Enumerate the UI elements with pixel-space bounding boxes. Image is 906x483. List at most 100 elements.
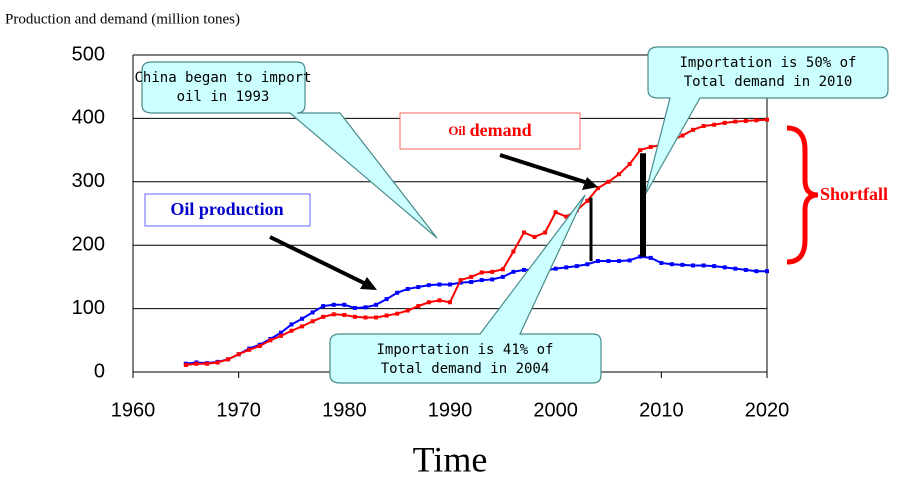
- data-point: [289, 322, 294, 327]
- data-point: [204, 361, 209, 366]
- data-point: [712, 122, 717, 127]
- chart-title: Production and demand (million tones): [5, 11, 240, 27]
- data-point: [448, 300, 452, 305]
- data-point: [585, 262, 590, 267]
- data-point: [426, 300, 431, 305]
- callout-bubble: [329, 194, 602, 384]
- data-point: [585, 198, 590, 203]
- data-point: [278, 333, 283, 338]
- data-point: [543, 230, 548, 235]
- data-point: [352, 305, 357, 310]
- data-point: [331, 312, 336, 317]
- data-point: [183, 363, 188, 368]
- data-point: [395, 290, 400, 295]
- callout-bubble: [141, 61, 438, 239]
- callout-text: Importation is 41% of: [376, 342, 553, 358]
- data-point: [437, 282, 442, 287]
- legend-label: Oil demand: [448, 120, 531, 140]
- data-point: [754, 118, 759, 123]
- data-point: [511, 249, 516, 254]
- data-point: [627, 162, 632, 167]
- data-point: [300, 324, 305, 329]
- data-point: [606, 259, 611, 264]
- x-axis-label: Time: [413, 439, 488, 479]
- data-point: [691, 127, 696, 132]
- data-point: [722, 120, 727, 125]
- data-point: [680, 262, 685, 267]
- plot-area: 0 100 200 300 400 500 1960 1970 1980 1990 2000 2010…: [72, 43, 790, 421]
- data-point: [490, 277, 495, 282]
- data-point: [352, 314, 357, 319]
- data-point: [648, 144, 653, 149]
- data-point: [416, 304, 421, 309]
- data-point: [331, 302, 336, 307]
- data-point: [395, 311, 400, 316]
- callout-text: oil in 1993: [177, 89, 270, 105]
- data-point: [490, 269, 495, 274]
- data-point: [310, 310, 315, 315]
- data-point: [469, 274, 474, 279]
- data-point: [215, 360, 220, 365]
- callout-text: Total demand in 2010: [684, 74, 853, 90]
- data-point: [669, 262, 674, 267]
- series-line: [185, 118, 768, 367]
- data-point: [363, 305, 368, 310]
- data-point: [733, 119, 738, 124]
- data-point: [521, 267, 526, 272]
- data-point: [595, 259, 600, 264]
- data-point: [627, 258, 632, 263]
- x-tick-label: 2010: [639, 399, 684, 421]
- data-point: [247, 347, 252, 352]
- data-point: [342, 302, 347, 307]
- data-point: [321, 304, 326, 309]
- data-point: [617, 259, 622, 264]
- callout-text: China began to import: [134, 70, 311, 86]
- x-tick-label: 1990: [428, 399, 473, 421]
- data-point: [374, 302, 379, 307]
- data-point: [479, 270, 484, 275]
- data-point: [310, 319, 315, 324]
- data-point: [458, 280, 463, 285]
- annotation-text: Shortfall: [820, 184, 888, 204]
- data-point: [606, 179, 611, 184]
- data-point: [638, 148, 643, 153]
- data-point: [521, 230, 526, 235]
- arrow: [499, 153, 589, 185]
- data-point: [564, 265, 569, 270]
- shortfall-brace: [786, 125, 819, 265]
- legend-label: Oil production: [170, 199, 283, 219]
- data-point: [437, 298, 442, 303]
- x-tick-label: 2000: [533, 399, 578, 421]
- y-tick-label: 0: [94, 360, 105, 382]
- data-point: [448, 282, 452, 287]
- data-point: [701, 124, 706, 129]
- legend-box: [399, 112, 581, 150]
- data-point: [564, 214, 569, 219]
- y-tick-label: 500: [72, 43, 105, 65]
- data-point: [405, 308, 410, 313]
- data-point: [532, 234, 537, 239]
- data-point: [691, 263, 696, 268]
- data-point: [226, 357, 231, 362]
- data-point: [236, 352, 241, 357]
- data-point: [321, 314, 326, 319]
- annotations: China began to import oil in 1993 Import…: [134, 46, 889, 384]
- callout-bubble: [644, 46, 889, 196]
- data-point: [278, 330, 283, 335]
- data-point: [617, 172, 622, 177]
- legend-label-part: demand: [470, 120, 532, 140]
- arrowhead: [360, 277, 377, 290]
- legend-label-part: Oil: [448, 123, 466, 138]
- data-point: [289, 328, 294, 333]
- y-tick-label: 300: [72, 170, 105, 192]
- data-point: [765, 269, 769, 274]
- x-tick-label: 1980: [322, 399, 367, 421]
- x-tick-label: 2020: [745, 399, 790, 421]
- callout-text: Total demand in 2004: [381, 361, 550, 377]
- data-point: [342, 312, 347, 317]
- data-point: [500, 267, 505, 272]
- x-tick-label: 1970: [216, 399, 261, 421]
- data-point: [416, 285, 421, 290]
- data-point: [712, 264, 717, 269]
